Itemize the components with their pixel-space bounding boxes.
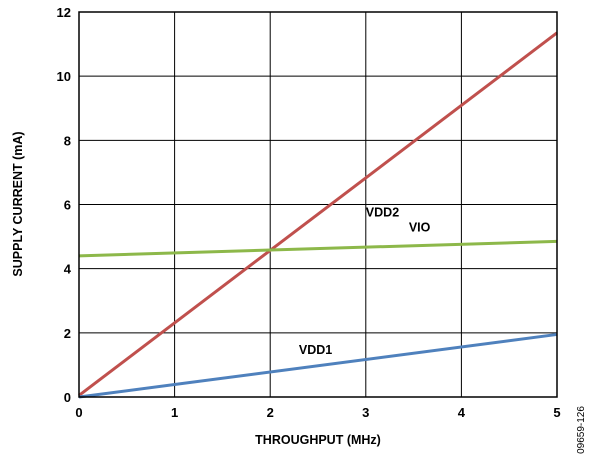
y-axis-title: SUPPLY CURRENT (mA): [11, 131, 25, 276]
x-tick-label: 1: [171, 405, 178, 420]
x-tick-labels: 0 1 2 3 4 5: [75, 405, 560, 420]
x-tick-label: 0: [75, 405, 82, 420]
grid: [79, 12, 557, 397]
x-tick-label: 3: [362, 405, 369, 420]
y-tick-labels: 0 2 4 6 8 10 12: [57, 5, 72, 405]
figure-id: 09659-126: [576, 406, 587, 454]
y-tick-label: 0: [64, 390, 71, 405]
y-tick-label: 10: [57, 69, 71, 84]
y-tick-label: 6: [64, 198, 71, 213]
series-label-vdd2: VDD2: [366, 205, 399, 219]
series-line-vio: [78, 239, 558, 258]
x-tick-label: 4: [458, 405, 466, 420]
series-lines: [78, 31, 558, 399]
x-tick-label: 5: [553, 405, 560, 420]
y-tick-label: 8: [64, 133, 71, 148]
series-line-vdd1: [78, 332, 558, 399]
series-line-vdd2: [78, 31, 558, 397]
y-tick-label: 2: [64, 326, 71, 341]
y-tick-label: 4: [64, 262, 72, 277]
series-label-vio: VIO: [409, 220, 431, 234]
series-labels: VDD2 VIO VDD1: [299, 205, 431, 356]
series-label-vdd1: VDD1: [299, 343, 332, 357]
x-tick-label: 2: [267, 405, 274, 420]
y-tick-label: 12: [57, 5, 71, 20]
x-axis-title: THROUGHPUT (MHz): [255, 433, 381, 447]
plot-frame: [78, 11, 558, 398]
